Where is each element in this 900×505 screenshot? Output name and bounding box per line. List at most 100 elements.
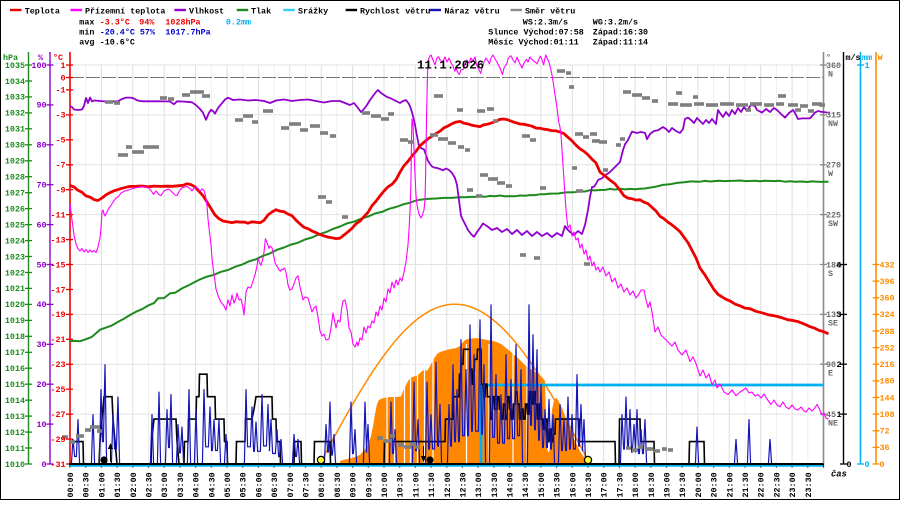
svg-text:13:30: 13:30 bbox=[490, 472, 500, 497]
svg-text:1: 1 bbox=[865, 61, 870, 71]
svg-text:°C: °C bbox=[53, 53, 63, 63]
svg-text:WG:3.2m/s: WG:3.2m/s bbox=[593, 17, 638, 27]
svg-text:45: 45 bbox=[826, 410, 836, 420]
svg-text:12:30: 12:30 bbox=[458, 472, 468, 497]
svg-text:14:00: 14:00 bbox=[506, 472, 516, 497]
svg-text:-31: -31 bbox=[50, 460, 65, 470]
svg-text:Měsíc Východ:01:11: Měsíc Východ:01:11 bbox=[488, 37, 578, 47]
svg-text:0: 0 bbox=[847, 460, 852, 470]
svg-text:19:00: 19:00 bbox=[663, 472, 673, 497]
svg-text:180: 180 bbox=[826, 260, 841, 270]
svg-text:288: 288 bbox=[880, 327, 895, 337]
svg-text:-21: -21 bbox=[50, 335, 65, 345]
svg-text:05:30: 05:30 bbox=[239, 472, 249, 497]
svg-text:0.2mm: 0.2mm bbox=[226, 17, 251, 27]
svg-text:17:30: 17:30 bbox=[615, 472, 625, 497]
svg-text:11:00: 11:00 bbox=[411, 472, 421, 497]
svg-text:NE: NE bbox=[828, 418, 838, 428]
svg-text:15:00: 15:00 bbox=[537, 472, 547, 497]
svg-text:06:00: 06:00 bbox=[254, 472, 264, 497]
svg-text:144: 144 bbox=[880, 393, 895, 403]
svg-text:13:00: 13:00 bbox=[474, 472, 484, 497]
svg-text:1029: 1029 bbox=[5, 157, 25, 167]
svg-text:-10.6°C: -10.6°C bbox=[100, 37, 135, 47]
svg-text:2: 2 bbox=[836, 360, 841, 370]
svg-text:1022: 1022 bbox=[5, 268, 25, 278]
svg-text:1018: 1018 bbox=[5, 332, 25, 342]
svg-text:°: ° bbox=[826, 53, 831, 63]
svg-text:Slunce Východ:07:58: Slunce Východ:07:58 bbox=[488, 27, 584, 37]
svg-text:07:30: 07:30 bbox=[302, 472, 312, 497]
svg-text:S: S bbox=[828, 269, 833, 279]
svg-text:50: 50 bbox=[36, 260, 46, 270]
svg-text:1: 1 bbox=[60, 61, 65, 71]
svg-text:1028hPa: 1028hPa bbox=[165, 17, 200, 27]
svg-text:396: 396 bbox=[880, 277, 895, 287]
svg-text:09:00: 09:00 bbox=[349, 472, 359, 497]
svg-text:-5: -5 bbox=[55, 136, 65, 146]
svg-text:270: 270 bbox=[826, 161, 841, 171]
svg-text:-23: -23 bbox=[50, 360, 65, 370]
svg-text:1028: 1028 bbox=[5, 173, 25, 183]
svg-text:Přízemní teplota: Přízemní teplota bbox=[85, 6, 165, 16]
svg-text:1019: 1019 bbox=[5, 316, 25, 326]
svg-text:0: 0 bbox=[880, 460, 885, 470]
svg-text:07:00: 07:00 bbox=[286, 472, 296, 497]
svg-text:22:30: 22:30 bbox=[772, 472, 782, 497]
svg-text:SW: SW bbox=[828, 219, 839, 229]
svg-text:09:30: 09:30 bbox=[364, 472, 374, 497]
svg-text:-3: -3 bbox=[55, 111, 65, 121]
svg-text:Směr větru: Směr větru bbox=[525, 6, 575, 16]
svg-text:1015: 1015 bbox=[5, 380, 25, 390]
svg-text:-13: -13 bbox=[50, 235, 65, 245]
svg-text:1016: 1016 bbox=[5, 364, 25, 374]
svg-text:17:00: 17:00 bbox=[600, 472, 610, 497]
svg-text:min: min bbox=[79, 27, 94, 37]
svg-text:1030: 1030 bbox=[5, 141, 25, 151]
svg-text:180: 180 bbox=[880, 377, 895, 387]
svg-text:%: % bbox=[38, 53, 44, 63]
svg-text:100: 100 bbox=[31, 61, 46, 71]
svg-text:-3.3°C: -3.3°C bbox=[100, 17, 130, 27]
svg-text:22:00: 22:00 bbox=[757, 472, 767, 497]
svg-text:1013: 1013 bbox=[5, 412, 25, 422]
svg-text:0: 0 bbox=[41, 460, 46, 470]
svg-text:90: 90 bbox=[826, 360, 836, 370]
svg-text:10: 10 bbox=[36, 420, 46, 430]
svg-text:-29: -29 bbox=[50, 435, 65, 445]
svg-text:04:30: 04:30 bbox=[207, 472, 217, 497]
svg-text:360: 360 bbox=[826, 61, 841, 71]
svg-text:04:00: 04:00 bbox=[192, 472, 202, 497]
svg-text:216: 216 bbox=[880, 360, 895, 370]
svg-text:20: 20 bbox=[36, 380, 46, 390]
svg-text:-25: -25 bbox=[50, 385, 65, 395]
svg-text:Náraz větru: Náraz větru bbox=[444, 6, 499, 16]
svg-text:0: 0 bbox=[865, 460, 870, 470]
svg-text:08:00: 08:00 bbox=[317, 472, 327, 497]
svg-text:05:00: 05:00 bbox=[223, 472, 233, 497]
svg-text:Teplota: Teplota bbox=[25, 6, 60, 16]
svg-text:-1: -1 bbox=[55, 86, 65, 96]
svg-text:20:30: 20:30 bbox=[710, 472, 720, 497]
svg-text:360: 360 bbox=[880, 294, 895, 304]
svg-text:1033: 1033 bbox=[5, 93, 25, 103]
svg-text:1034: 1034 bbox=[5, 77, 25, 87]
svg-text:1021: 1021 bbox=[5, 284, 25, 294]
svg-text:18:00: 18:00 bbox=[631, 472, 641, 497]
svg-text:avg: avg bbox=[79, 37, 94, 47]
svg-text:mm: mm bbox=[862, 53, 872, 63]
svg-text:23:30: 23:30 bbox=[804, 472, 814, 497]
svg-text:N: N bbox=[828, 69, 833, 79]
svg-text:-15: -15 bbox=[50, 260, 65, 270]
svg-text:1010: 1010 bbox=[5, 460, 25, 470]
svg-text:16:00: 16:00 bbox=[568, 472, 578, 497]
svg-text:02:30: 02:30 bbox=[145, 472, 155, 497]
svg-text:1031: 1031 bbox=[5, 125, 25, 135]
svg-text:Západ:11:14: Západ:11:14 bbox=[593, 37, 648, 47]
svg-text:-17: -17 bbox=[50, 285, 65, 295]
svg-text:1017: 1017 bbox=[5, 348, 25, 358]
svg-text:324: 324 bbox=[880, 310, 895, 320]
svg-text:90: 90 bbox=[36, 101, 46, 111]
svg-text:19:30: 19:30 bbox=[678, 472, 688, 497]
svg-text:20:00: 20:00 bbox=[694, 472, 704, 497]
